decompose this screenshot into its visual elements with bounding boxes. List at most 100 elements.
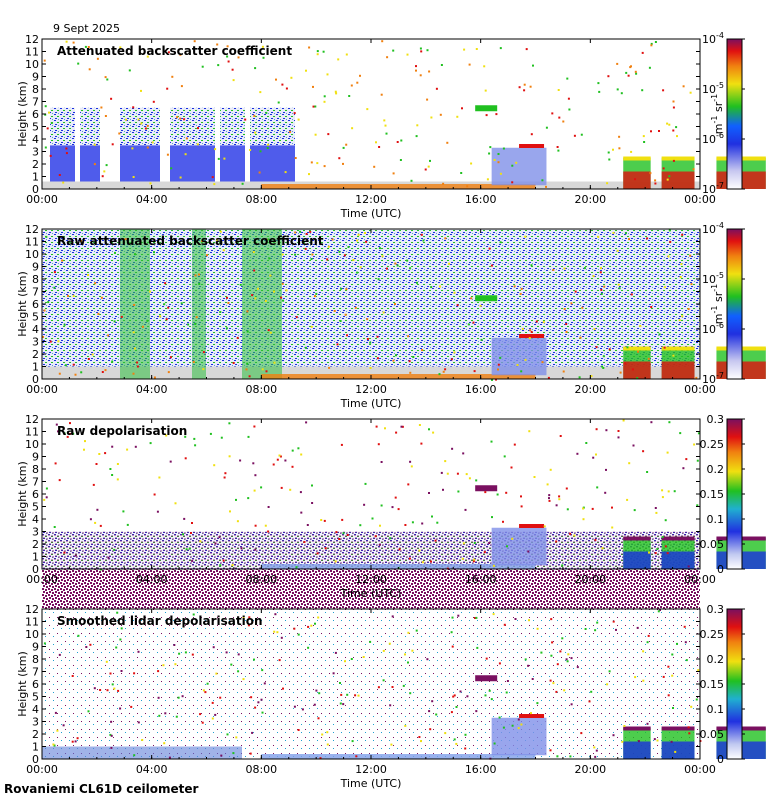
y-tick-label: 0 [32,373,39,386]
colorbar-gradient [726,38,743,190]
y-tick-label: 1 [32,361,39,374]
x-tick-label: 12:00 [355,763,387,776]
colorbar-tick-label: 10-7 [702,181,724,196]
colorbar-gradient [726,608,743,760]
y-tick-label: 4 [32,323,39,336]
colorbar-unit-label: m-1 sr-1 [710,94,725,134]
colorbar-tick-label: 10-4 [702,221,724,236]
x-tick-label: 00:00 [26,193,58,206]
y-tick-label: 4 [32,133,39,146]
colorbar-tick-label: 0.25 [700,438,725,451]
x-tick-label: 08:00 [245,573,277,586]
y-tick-label: 7 [32,476,39,489]
colorbar-tick-label: 10-7 [702,371,724,386]
y-tick-label: 2 [32,728,39,741]
y-tick-label: 11 [25,426,39,439]
heatmap-field [42,229,766,381]
colorbar-gradient [726,228,743,380]
y-tick-label: 1 [32,551,39,564]
y-tick-label: 9 [32,451,39,464]
colorbar-tick-label: 0.05 [700,538,725,551]
y-tick-label: 8 [32,273,39,286]
colorbar-tick-label: 0.1 [707,513,725,526]
y-tick-label: 8 [32,463,39,476]
colorbar-tick-label: 0.15 [700,678,725,691]
x-tick-label: 16:00 [465,573,497,586]
colorbar-tick-label: 0.15 [700,488,725,501]
y-tick-label: 7 [32,666,39,679]
y-tick-label: 10 [25,628,39,641]
colorbar-gradient [726,418,743,570]
panel-title: Smoothed lidar depolarisation [57,614,263,628]
colorbar: 10-410-510-610-7m-1 sr-1 [702,31,745,196]
x-tick-label: 04:00 [136,573,168,586]
y-axis-label: Height (km) [16,271,29,337]
y-tick-label: 12 [25,413,39,426]
x-tick-label: 08:00 [245,383,277,396]
y-tick-label: 2 [32,158,39,171]
y-tick-label: 4 [32,513,39,526]
y-tick-label: 6 [32,298,39,311]
y-tick-label: 5 [32,501,39,514]
x-tick-label: 16:00 [465,763,497,776]
colorbar-tick-label: 0.2 [707,463,725,476]
y-tick-label: 8 [32,83,39,96]
x-tick-label: 20:00 [574,573,606,586]
heatmap-field [42,609,766,760]
x-tick-label: 20:00 [574,383,606,396]
x-axis-label: Time (UTC) [340,587,402,600]
x-tick-label: 00:00 [684,763,716,776]
colorbar-unit-label: m-1 sr-1 [710,284,725,324]
y-tick-label: 5 [32,121,39,134]
y-tick-label: 3 [32,146,39,159]
y-tick-label: 7 [32,286,39,299]
y-tick-label: 0 [32,563,39,576]
y-tick-label: 3 [32,716,39,729]
y-tick-label: 9 [32,641,39,654]
footer-label: Rovaniemi CL61D ceilometer [4,782,199,796]
colorbar-tick-label: 0.3 [707,603,725,616]
y-tick-label: 3 [32,336,39,349]
x-tick-label: 00:00 [26,573,58,586]
panel-title: Attenuated backscatter coefficient [57,44,292,58]
y-tick-label: 12 [25,603,39,616]
x-tick-label: 00:00 [26,383,58,396]
y-axis-label: Height (km) [16,461,29,527]
x-tick-label: 00:00 [684,573,716,586]
colorbar-tick-label: 0 [717,563,724,576]
x-tick-label: 04:00 [136,763,168,776]
panel-title: Raw attenuated backscatter coefficient [57,234,324,248]
y-tick-label: 8 [32,653,39,666]
y-tick-label: 10 [25,438,39,451]
y-tick-label: 7 [32,96,39,109]
y-tick-label: 1 [32,741,39,754]
x-tick-label: 16:00 [465,383,497,396]
x-axis-label: Time (UTC) [340,777,402,790]
x-axis-label: Time (UTC) [340,397,402,410]
y-tick-label: 10 [25,58,39,71]
y-tick-label: 6 [32,488,39,501]
y-tick-label: 2 [32,348,39,361]
colorbar-tick-label: 10-4 [702,31,724,46]
x-tick-label: 16:00 [465,193,497,206]
x-tick-label: 12:00 [355,193,387,206]
y-tick-label: 11 [25,46,39,59]
y-tick-label: 11 [25,616,39,629]
colorbar-tick-label: 10-5 [702,271,724,286]
x-tick-label: 04:00 [136,383,168,396]
colorbar: 0.3 0.25 0.2 0.15 0.1 0.05 0 [700,603,745,766]
y-axis-label: Height (km) [16,81,29,147]
y-axis-label: Height (km) [16,651,29,717]
colorbar-tick-label: 0.05 [700,728,725,741]
x-tick-label: 12:00 [355,573,387,586]
y-tick-label: 6 [32,678,39,691]
y-tick-label: 9 [32,71,39,84]
x-tick-label: 20:00 [574,763,606,776]
colorbar-tick-label: 10-5 [702,81,724,96]
y-tick-label: 12 [25,223,39,236]
